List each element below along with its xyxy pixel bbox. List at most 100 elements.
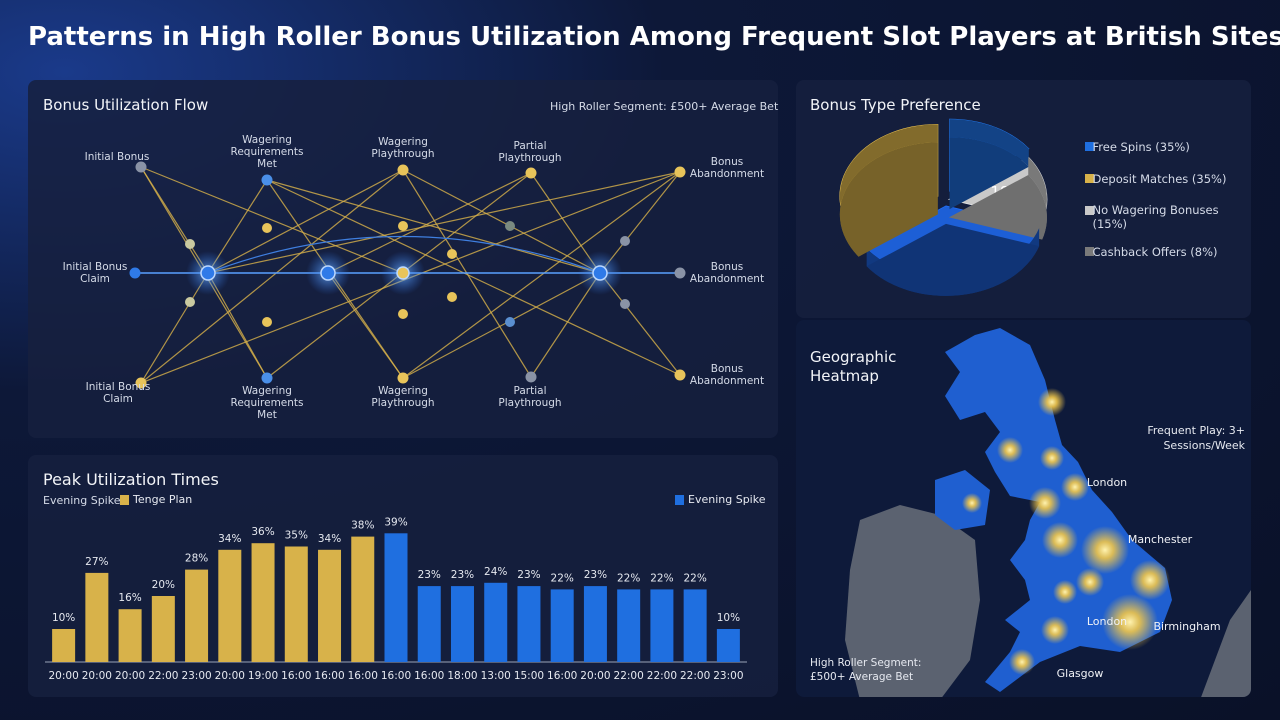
legend-swatch xyxy=(1085,247,1094,256)
pie-side xyxy=(948,175,1047,240)
x-tick-label: 22:00 xyxy=(148,670,178,682)
heat-spot xyxy=(1061,473,1089,501)
bar xyxy=(318,549,342,662)
bar xyxy=(384,533,408,662)
legend-swatch xyxy=(120,495,129,505)
hub xyxy=(592,265,608,281)
flow-dot xyxy=(620,299,630,309)
x-tick-label: 13:00 xyxy=(481,670,511,682)
bar xyxy=(550,589,574,662)
bar-value-label: 36% xyxy=(251,526,274,538)
bar xyxy=(484,582,508,662)
flow-title: Bonus Utilization Flow xyxy=(43,96,209,114)
bar-value-label: 34% xyxy=(318,533,341,545)
flow-node xyxy=(135,161,147,173)
x-tick-label: 15:00 xyxy=(514,670,544,682)
flow-node xyxy=(261,372,273,384)
bar xyxy=(450,586,474,662)
bar xyxy=(151,596,175,662)
bar-title: Peak Utilization Times xyxy=(43,470,219,489)
x-tick-label: 16:00 xyxy=(547,670,577,682)
bar-value-label: 34% xyxy=(218,533,241,545)
flow-node xyxy=(525,371,537,383)
flow-node xyxy=(674,166,686,178)
x-tick-label: 22:00 xyxy=(680,670,710,682)
bar-value-label: 23% xyxy=(584,569,607,581)
city-label: London xyxy=(1086,615,1128,628)
flow-dot xyxy=(620,236,630,246)
legend-label: Free Spins (35%) xyxy=(1092,140,1190,154)
bar-value-label: 10% xyxy=(52,612,75,624)
hub xyxy=(200,265,216,281)
flow-node-label: Initial Bonus xyxy=(84,151,150,163)
flow-dot xyxy=(447,249,457,259)
x-tick-label: 22:00 xyxy=(647,670,677,682)
pie-side xyxy=(949,119,1029,167)
bar-value-label: 38% xyxy=(351,520,374,532)
flow-node-label: Initial Bonus Claim xyxy=(62,261,128,285)
bar-value-label: 10% xyxy=(717,612,740,624)
pie-side xyxy=(839,142,938,257)
bar xyxy=(716,629,740,662)
bar xyxy=(650,589,674,662)
bar xyxy=(683,589,707,662)
heat-spot xyxy=(1102,594,1158,650)
flow-edge xyxy=(327,172,532,274)
flow-dot xyxy=(262,223,272,233)
page-title: Patterns in High Roller Bonus Utilizatio… xyxy=(28,22,1280,52)
x-tick-label: 16:00 xyxy=(348,670,378,682)
pie-title: Bonus Type Preference xyxy=(810,96,981,114)
city-label: Glasgow xyxy=(1056,667,1104,680)
heat-spot xyxy=(1081,526,1129,574)
bar-value-label: 27% xyxy=(85,556,108,568)
flow-node xyxy=(674,267,686,279)
flow-edge xyxy=(207,169,404,274)
bar-value-label: 16% xyxy=(118,592,141,604)
flow-edge xyxy=(266,179,601,274)
bar-value-label: 22% xyxy=(617,572,640,584)
heat-spot xyxy=(962,493,982,513)
bar-value-label: 24% xyxy=(484,566,507,578)
bar-value-label: 23% xyxy=(451,569,474,581)
flow-node xyxy=(674,369,686,381)
map-title: Geographic Heatmap xyxy=(810,348,897,385)
flow-dot xyxy=(185,297,195,307)
flow-node-label: Partial Playthrough xyxy=(498,385,562,409)
x-tick-label: 18:00 xyxy=(447,670,477,682)
legend-label: Cashback Offers (8%) xyxy=(1092,245,1218,259)
legend-label: Evening Spike xyxy=(688,493,766,506)
bar xyxy=(118,609,142,662)
flow-edge xyxy=(140,169,404,384)
flow-node xyxy=(261,174,273,186)
flow-node xyxy=(397,372,409,384)
bar xyxy=(284,546,308,662)
legend-label: No Wagering Bonuses (15%) xyxy=(1092,203,1219,231)
bar xyxy=(52,629,76,662)
flow-node xyxy=(135,377,147,389)
landmass xyxy=(845,505,980,697)
bar xyxy=(251,543,275,662)
flow-edge xyxy=(140,166,404,274)
flow-node-label: Bonus Abandonment xyxy=(689,261,765,285)
landmass xyxy=(1200,590,1251,697)
bar-value-label: 35% xyxy=(285,530,308,542)
hub xyxy=(320,265,336,281)
heat-spots xyxy=(962,388,1170,675)
flow-edge xyxy=(402,169,601,274)
bar xyxy=(417,586,441,662)
bar-value-label: 23% xyxy=(418,569,441,581)
legend-swatch xyxy=(675,495,684,505)
x-tick-label: 20:00 xyxy=(115,670,145,682)
flow-node-label: Bonus Abandonment xyxy=(689,156,765,180)
heat-spot xyxy=(1040,446,1064,470)
x-tick-label: 16:00 xyxy=(281,670,311,682)
flow-arc xyxy=(207,235,601,274)
bar-value-label: 22% xyxy=(551,572,574,584)
map-note: Frequent Play: 3+ Sessions/Week xyxy=(1147,424,1245,452)
flow-edge xyxy=(266,179,681,376)
hub xyxy=(396,266,410,280)
legend-label: Deposit Matches (35%) xyxy=(1092,172,1227,186)
bar-value-label: 22% xyxy=(683,572,706,584)
flow-dot xyxy=(447,292,457,302)
